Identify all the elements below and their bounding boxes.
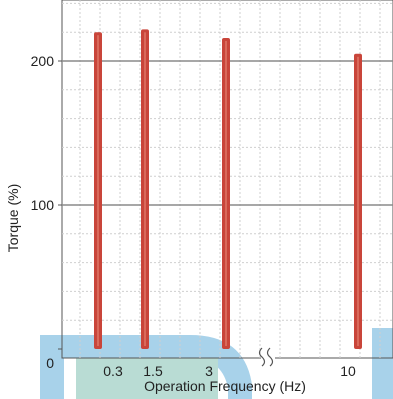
deco-green-panel bbox=[76, 358, 218, 399]
y-tick-label: 100 bbox=[31, 197, 55, 213]
deco-blue-bar-right bbox=[372, 328, 393, 399]
bar-series bbox=[94, 29, 362, 350]
x-tick-label: 1.5 bbox=[143, 363, 163, 379]
x-axis-label: Operation Frequency (Hz) bbox=[144, 378, 306, 394]
bar-3-hz bbox=[222, 37, 230, 350]
decorative-background bbox=[40, 328, 393, 399]
deco-blue-arc bbox=[40, 335, 252, 399]
x-axis-ticks: 0.3 1.5 3 10 bbox=[103, 363, 356, 379]
y-tick-label: 0 bbox=[46, 355, 54, 371]
x-tick-label: 10 bbox=[340, 363, 356, 379]
bar-1.5-hz bbox=[141, 29, 149, 349]
bar-10-hz bbox=[354, 53, 362, 350]
axis-break-marker bbox=[258, 347, 275, 367]
x-tick-label: 3 bbox=[205, 363, 213, 379]
y-axis-label: Torque (%) bbox=[5, 184, 21, 252]
y-axis-ticks: 0 100 200 bbox=[31, 53, 62, 371]
bar-highlight bbox=[97, 35, 99, 346]
y-tick-label: 200 bbox=[31, 53, 55, 69]
bar-0.3-hz bbox=[94, 32, 102, 349]
x-tick-label: 0.3 bbox=[103, 363, 123, 379]
bar-highlight bbox=[225, 40, 227, 347]
bar-highlight bbox=[357, 56, 359, 347]
plot-frame bbox=[61, 0, 393, 359]
bar-highlight bbox=[144, 32, 146, 346]
